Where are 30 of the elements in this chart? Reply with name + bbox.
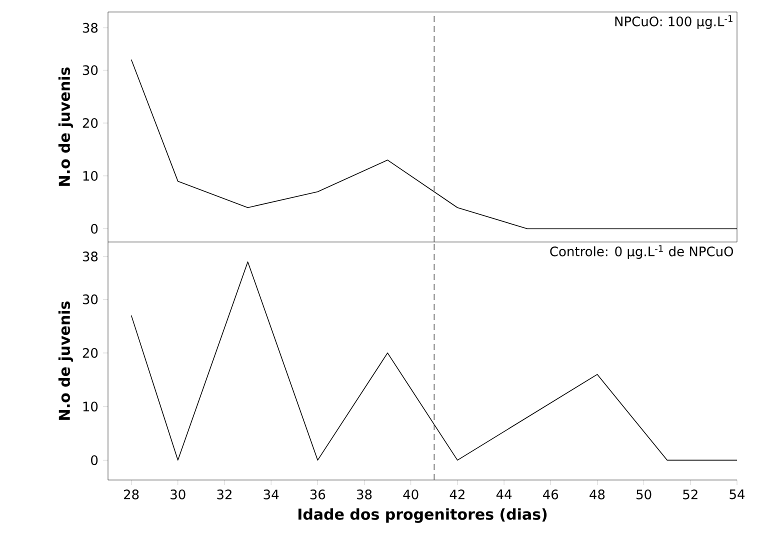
x-axis-title: Idade dos progenitores (dias) [298,508,547,523]
x-tick-label: 36 [310,490,326,500]
line-series [130,261,738,461]
y-tick-label: 0 [91,224,98,234]
x-tick-label: 50 [636,490,652,500]
x-tick-label: 42 [450,490,464,500]
y-tick-label: 38 [82,22,98,33]
x-tick-label: 44 [496,490,512,500]
x-tick-label: 46 [543,490,558,500]
x-tick-label: 30 [170,490,186,500]
x-tick-label: 38 [356,490,372,500]
x-tick-label: 28 [124,490,139,500]
x-tick-label: 48 [590,490,605,500]
annotation: NPCuO: 100 µg.L$^{-1}$ [615,15,732,29]
y-axis-title: N.o de juvenis [58,67,74,186]
y-tick-label: 30 [82,294,98,304]
y-tick-label: 20 [82,348,98,358]
y-axis-title: N.o de juvenis [58,301,74,420]
x-tick-label: 52 [683,490,698,500]
annotation: Controle: 0 µg.L$^{-1}$ de NPCuO [550,245,734,259]
y-tick-label: 10 [83,402,98,412]
y-tick-label: 10 [83,170,98,181]
y-tick-label: 38 [82,252,98,262]
x-tick-label: 40 [403,490,418,500]
y-tick-label: 30 [82,65,98,76]
y-tick-label: 20 [82,118,98,128]
x-tick-label: 54 [730,490,745,500]
x-tick-label: 34 [264,490,279,500]
y-tick-label: 0 [91,455,98,466]
x-tick-label: 32 [217,490,232,500]
